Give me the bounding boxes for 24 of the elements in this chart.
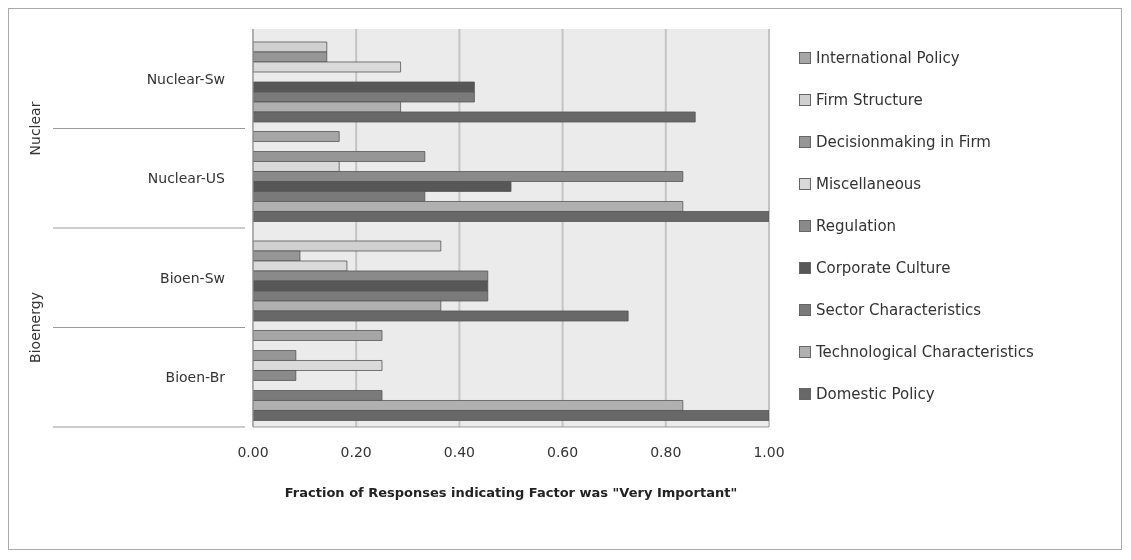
legend-label: Miscellaneous [816,175,922,193]
x-tick-label: 1.00 [753,443,785,460]
legend-label: Domestic Policy [816,385,935,403]
bar [253,330,383,341]
legend-label: Firm Structure [816,91,923,109]
x-tick-label: 0.40 [443,443,475,460]
y-tick-label: Bioen-Sw [160,269,225,286]
x-tick-label: 0.80 [650,443,682,460]
text: Bioenergy [27,292,43,363]
x-tick-label: 0.20 [340,443,372,460]
x-tick-label: 0.00 [237,443,269,460]
y-tick-label: Nuclear-Sw [146,70,225,87]
bar [253,131,340,142]
y-tick-label: Bioen-Br [165,369,226,386]
legend-label: Technological Characteristics [816,343,1034,361]
text: Nuclear [27,101,43,156]
legend-label: International Policy [816,49,960,67]
x-axis-title: Fraction of Responses indicating Factor was "Very Important" [284,485,738,500]
legend-label: Sector Characteristics [816,301,982,319]
legend-label: Corporate Culture [816,259,951,277]
legend-label: Decisionmaking in Firm [816,133,991,151]
legend-label: Regulation [816,217,897,235]
y-tick-label: Nuclear-US [147,170,226,187]
x-tick-label: 0.60 [547,443,579,460]
